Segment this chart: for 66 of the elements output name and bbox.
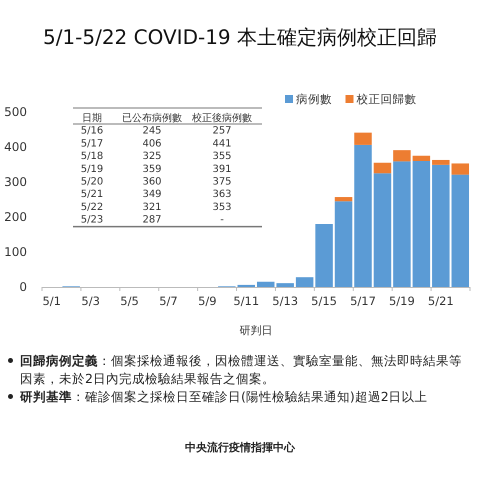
annotation: 已公布病例數 bbox=[122, 112, 182, 124]
legend-label: 校正回歸數 bbox=[356, 92, 416, 106]
annotation: 349 bbox=[142, 189, 162, 200]
x-tick-label: 5/13 bbox=[272, 294, 298, 308]
annotation: 360 bbox=[142, 176, 162, 188]
bar bbox=[412, 156, 430, 161]
annotation: 363 bbox=[212, 189, 232, 200]
bar bbox=[393, 161, 411, 287]
annotation: 5/21 bbox=[80, 189, 104, 200]
annotation: 359 bbox=[142, 164, 162, 175]
y-tick-label: 200 bbox=[4, 210, 27, 224]
chart-title: 5/1-5/22 COVID-19 本土確定病例校正回歸 bbox=[42, 25, 438, 49]
bar bbox=[315, 224, 333, 287]
x-tick-label: 5/9 bbox=[198, 294, 217, 308]
annotation: 375 bbox=[212, 176, 232, 188]
annotation: 5/19 bbox=[80, 164, 104, 175]
x-tick-label: 5/17 bbox=[350, 294, 376, 308]
y-tick-label: 0 bbox=[19, 280, 27, 294]
x-tick-label: 5/3 bbox=[81, 294, 100, 308]
y-tick-label: 100 bbox=[4, 245, 27, 259]
y-tick-label: 300 bbox=[4, 175, 27, 189]
text: 中央流行疫情指揮中心 bbox=[184, 440, 296, 455]
bar bbox=[393, 150, 411, 162]
bar bbox=[354, 132, 372, 145]
x-tick-label: 5/21 bbox=[428, 294, 454, 308]
bar bbox=[334, 197, 352, 202]
y-tick-label: 400 bbox=[4, 140, 27, 154]
annotation: 355 bbox=[212, 151, 232, 162]
annotation: 5/22 bbox=[80, 202, 104, 213]
y-tick-label: 500 bbox=[4, 105, 27, 119]
text: 回歸病例定義：個案採檢通報後，因檢體運送、實驗室量能、無法即時結果等因素，未於2日內完成檢驗結果報告之個案。 bbox=[19, 352, 463, 388]
text: 研判基準：確診個案之採檢日至確診日(陽性檢驗結果通知)超過2日以上 bbox=[18, 388, 429, 406]
bar bbox=[256, 282, 274, 287]
annotation: 257 bbox=[212, 126, 232, 137]
bar bbox=[452, 163, 470, 175]
annotation: 406 bbox=[142, 138, 162, 150]
annotation: 245 bbox=[142, 126, 162, 137]
annotation: 287 bbox=[142, 214, 162, 226]
annotation: 441 bbox=[212, 138, 232, 150]
bar bbox=[276, 283, 294, 287]
x-tick-label: 5/5 bbox=[120, 294, 139, 308]
annotation: 5/23 bbox=[80, 214, 104, 226]
annotation: - bbox=[220, 214, 224, 226]
annotation: 5/20 bbox=[80, 176, 104, 188]
x-tick-label: 5/11 bbox=[233, 294, 260, 308]
annotation: 日期 bbox=[82, 112, 102, 124]
annotation: 391 bbox=[212, 164, 232, 175]
annotation: 5/16 bbox=[80, 126, 104, 137]
bar bbox=[432, 160, 450, 165]
legend-label: 病例數 bbox=[296, 92, 332, 106]
annotation: 5/18 bbox=[80, 151, 104, 162]
annotation: 5/17 bbox=[80, 138, 104, 150]
bar bbox=[374, 162, 392, 174]
x-tick-label: 5/7 bbox=[159, 294, 178, 308]
annotation: 321 bbox=[142, 202, 162, 213]
bar bbox=[296, 277, 314, 287]
x-tick-label: 5/19 bbox=[388, 294, 415, 308]
bar bbox=[412, 161, 430, 287]
annotation: 353 bbox=[212, 202, 232, 213]
x-axis-title: 研判日 bbox=[240, 324, 272, 337]
bar bbox=[452, 174, 470, 287]
annotation: 325 bbox=[142, 151, 162, 162]
annotation: 校正後病例數 bbox=[191, 112, 252, 124]
x-tick-label: 5/1 bbox=[42, 294, 61, 308]
bar bbox=[432, 164, 450, 287]
x-tick-label: 5/15 bbox=[311, 294, 338, 308]
